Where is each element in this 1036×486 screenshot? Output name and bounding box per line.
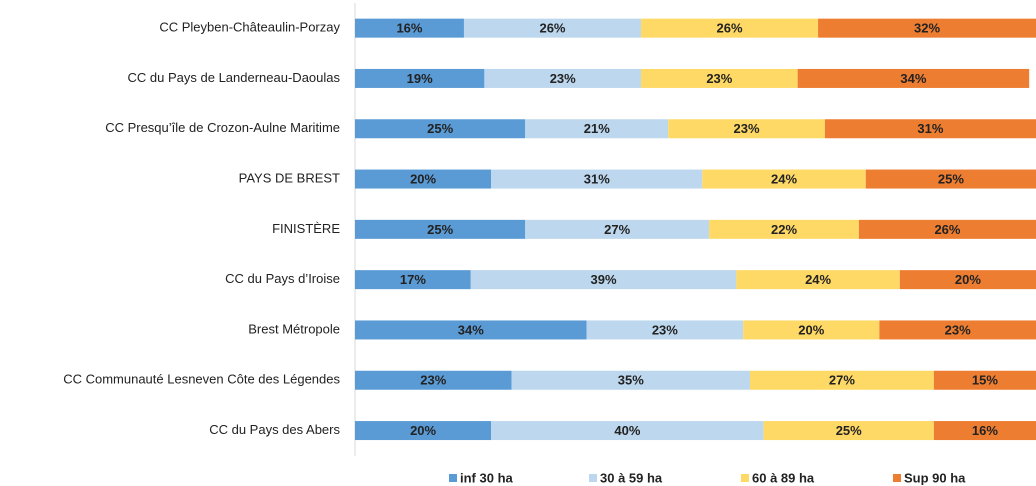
bar-segment bbox=[743, 320, 880, 340]
value-label: 25% bbox=[427, 222, 453, 237]
bar-segment bbox=[355, 119, 526, 139]
value-label: 20% bbox=[410, 423, 436, 438]
value-label: 24% bbox=[805, 272, 831, 287]
value-label: 20% bbox=[410, 171, 436, 186]
bar-segment bbox=[899, 270, 1036, 290]
legend-swatch bbox=[449, 474, 457, 482]
value-label: 31% bbox=[917, 121, 943, 136]
value-label: 39% bbox=[591, 272, 617, 287]
bar-segment bbox=[355, 169, 492, 189]
bar-segment bbox=[586, 320, 744, 340]
bar-segment bbox=[641, 18, 819, 38]
bar-segment bbox=[736, 270, 900, 290]
value-label: 21% bbox=[584, 121, 610, 136]
value-label: 34% bbox=[900, 71, 926, 86]
legend-label: 60 à 89 ha bbox=[752, 470, 815, 485]
bar-segment bbox=[749, 370, 934, 390]
category-label: PAYS DE BREST bbox=[239, 170, 340, 185]
value-label: 20% bbox=[798, 322, 824, 337]
bar-segment bbox=[355, 421, 492, 441]
legend-label: 30 à 59 ha bbox=[600, 470, 663, 485]
value-label: 26% bbox=[934, 222, 960, 237]
value-label: 31% bbox=[584, 171, 610, 186]
bar-segment bbox=[865, 169, 1036, 189]
bar-segment bbox=[355, 320, 587, 340]
value-label: 15% bbox=[972, 373, 998, 388]
value-label: 23% bbox=[945, 322, 971, 337]
category-label: CC Presqu’île de Crozon-Aulne Maritime bbox=[105, 120, 340, 135]
bar-segment bbox=[641, 68, 798, 88]
bar-segment bbox=[824, 119, 1036, 139]
bar-segment bbox=[525, 219, 710, 239]
bar-segment bbox=[879, 320, 1036, 340]
bar-segment bbox=[355, 219, 526, 239]
category-label: CC du Pays de Landerneau-Daoulas bbox=[128, 70, 341, 85]
bar-segment bbox=[709, 219, 859, 239]
bar-segment bbox=[933, 421, 1036, 441]
value-label: 26% bbox=[539, 21, 565, 36]
category-label: CC du Pays des Abers bbox=[209, 422, 340, 437]
category-label: Brest Métropole bbox=[248, 321, 340, 336]
bar-segment bbox=[491, 169, 703, 189]
value-label: 22% bbox=[771, 222, 797, 237]
value-label: 16% bbox=[396, 21, 422, 36]
value-label: 26% bbox=[717, 21, 743, 36]
value-label: 25% bbox=[938, 171, 964, 186]
legend-swatch bbox=[589, 474, 597, 482]
bar-segment bbox=[355, 270, 471, 290]
value-label: 17% bbox=[400, 272, 426, 287]
bar-segment bbox=[933, 370, 1036, 390]
value-label: 27% bbox=[604, 222, 630, 237]
category-label: CC Pleyben-Châteaulin-Porzay bbox=[159, 20, 340, 35]
legend-label: Sup 90 ha bbox=[904, 470, 966, 485]
value-label: 24% bbox=[771, 171, 797, 186]
category-label: CC du Pays d’Iroise bbox=[225, 271, 340, 286]
bar-segment bbox=[763, 421, 934, 441]
bar-segment bbox=[668, 119, 825, 139]
value-label: 23% bbox=[706, 71, 732, 86]
bar-segment bbox=[511, 370, 750, 390]
value-label: 25% bbox=[427, 121, 453, 136]
value-label: 23% bbox=[420, 373, 446, 388]
value-label: 34% bbox=[458, 322, 484, 337]
value-label: 25% bbox=[836, 423, 862, 438]
value-label: 40% bbox=[614, 423, 640, 438]
bar-segment bbox=[491, 421, 764, 441]
bar-segment bbox=[818, 18, 1036, 38]
bar-segment bbox=[355, 18, 464, 38]
legend-swatch bbox=[893, 474, 901, 482]
bar-segment bbox=[525, 119, 669, 139]
bar-segment bbox=[470, 270, 737, 290]
bar-segment bbox=[463, 18, 642, 38]
bar-segment bbox=[858, 219, 1036, 239]
bar-segment bbox=[355, 68, 485, 88]
category-label: CC Communauté Lesneven Côte des Légendes bbox=[63, 372, 340, 387]
bar-segment bbox=[797, 68, 1030, 88]
value-label: 20% bbox=[955, 272, 981, 287]
value-label: 27% bbox=[829, 373, 855, 388]
value-label: 16% bbox=[972, 423, 998, 438]
value-label: 23% bbox=[734, 121, 760, 136]
bar-segment bbox=[484, 68, 642, 88]
value-label: 35% bbox=[618, 373, 644, 388]
bar-segment bbox=[355, 370, 512, 390]
value-label: 23% bbox=[652, 322, 678, 337]
category-label: FINISTÈRE bbox=[272, 221, 340, 236]
legend-swatch bbox=[741, 474, 749, 482]
value-label: 19% bbox=[407, 71, 433, 86]
value-label: 32% bbox=[914, 21, 940, 36]
value-label: 23% bbox=[550, 71, 576, 86]
legend-label: inf 30 ha bbox=[460, 470, 514, 485]
bar-segment bbox=[702, 169, 866, 189]
